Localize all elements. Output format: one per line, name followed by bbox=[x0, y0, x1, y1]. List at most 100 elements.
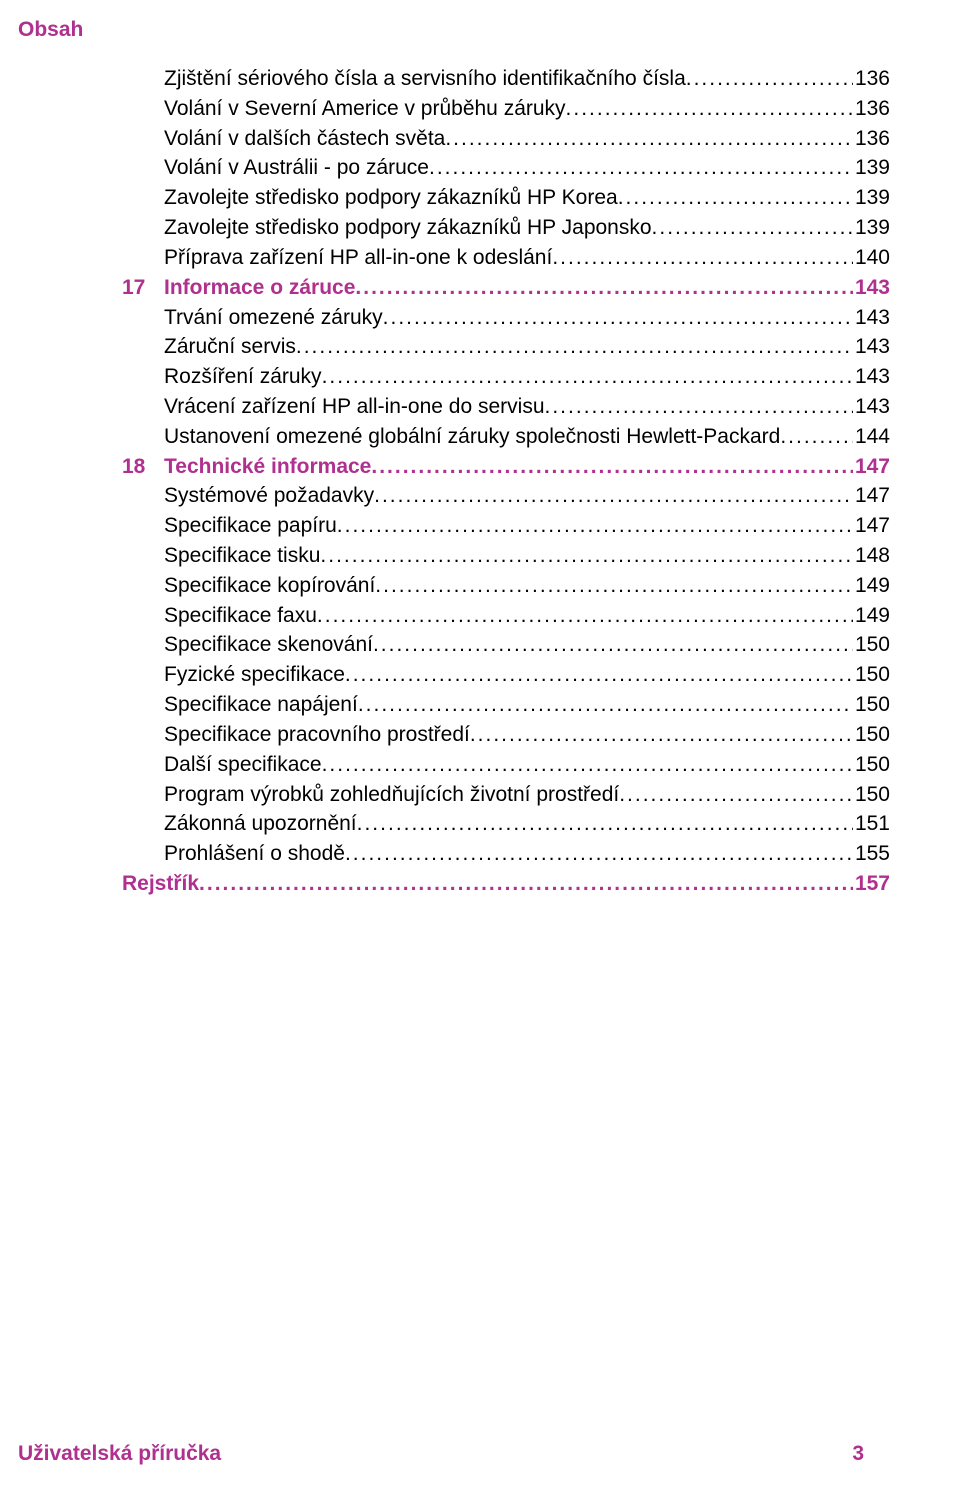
toc-label: Specifikace skenování bbox=[164, 630, 373, 660]
toc-label: Zavolejte středisko podpory zákazníků HP… bbox=[164, 183, 618, 213]
toc-entry[interactable]: Zjištění sériového čísla a servisního id… bbox=[122, 64, 890, 94]
leader-dots bbox=[374, 481, 853, 511]
toc-entry[interactable]: Volání v dalších částech světa 136 bbox=[122, 124, 890, 154]
toc-label: Fyzické specifikace bbox=[164, 660, 345, 690]
table-of-contents: Zjištění sériového čísla a servisního id… bbox=[122, 64, 890, 899]
toc-entry[interactable]: Program výrobků zohledňujících životní p… bbox=[122, 780, 890, 810]
leader-dots bbox=[470, 720, 853, 750]
toc-label: Systémové požadavky bbox=[164, 481, 374, 511]
toc-page: 140 bbox=[853, 243, 890, 273]
leader-dots bbox=[322, 362, 853, 392]
toc-chapter-18[interactable]: 18 Technické informace 147 bbox=[122, 452, 890, 482]
toc-page: 150 bbox=[853, 630, 890, 660]
toc-label: Další specifikace bbox=[164, 750, 322, 780]
chapter-number: 17 bbox=[122, 273, 164, 303]
footer-page-number: 3 bbox=[852, 1442, 864, 1466]
footer-title: Uživatelská příručka bbox=[18, 1442, 221, 1466]
toc-label: Ustanovení omezené globální záruky spole… bbox=[164, 422, 780, 452]
toc-label: Volání v dalších částech světa bbox=[164, 124, 445, 154]
toc-entry[interactable]: Zákonná upozornění 151 bbox=[122, 809, 890, 839]
leader-dots bbox=[619, 780, 853, 810]
leader-dots bbox=[317, 601, 853, 631]
toc-page: 148 bbox=[853, 541, 890, 571]
page-footer: Uživatelská příručka 3 bbox=[18, 1442, 864, 1466]
toc-entry[interactable]: Specifikace faxu 149 bbox=[122, 601, 890, 631]
toc-chapter-17[interactable]: 17 Informace o záruce 143 bbox=[122, 273, 890, 303]
toc-label: Specifikace faxu bbox=[164, 601, 317, 631]
toc-label: Specifikace kopírování bbox=[164, 571, 375, 601]
toc-entry[interactable]: Specifikace pracovního prostředí 150 bbox=[122, 720, 890, 750]
toc-label: Zákonná upozornění bbox=[164, 809, 357, 839]
leader-dots bbox=[552, 243, 853, 273]
leader-dots bbox=[371, 452, 853, 482]
toc-label: Specifikace pracovního prostředí bbox=[164, 720, 470, 750]
toc-page: 150 bbox=[853, 660, 890, 690]
toc-entry[interactable]: Zavolejte středisko podpory zákazníků HP… bbox=[122, 213, 890, 243]
toc-page: 136 bbox=[853, 94, 890, 124]
leader-dots bbox=[345, 660, 853, 690]
toc-page: 136 bbox=[853, 64, 890, 94]
toc-label: Rejstřík bbox=[122, 869, 199, 899]
toc-entry[interactable]: Rozšíření záruky 143 bbox=[122, 362, 890, 392]
toc-page: 150 bbox=[853, 690, 890, 720]
toc-entry[interactable]: Ustanovení omezené globální záruky spole… bbox=[122, 422, 890, 452]
leader-dots bbox=[296, 332, 853, 362]
toc-page: 144 bbox=[853, 422, 890, 452]
toc-page: 143 bbox=[853, 332, 890, 362]
toc-page: 150 bbox=[853, 750, 890, 780]
leader-dots bbox=[337, 511, 853, 541]
toc-entry[interactable]: Systémové požadavky 147 bbox=[122, 481, 890, 511]
section-header-obsah: Obsah bbox=[18, 18, 930, 42]
toc-page: 151 bbox=[853, 809, 890, 839]
leader-dots bbox=[345, 839, 853, 869]
toc-entry[interactable]: Příprava zařízení HP all-in-one k odeslá… bbox=[122, 243, 890, 273]
leader-dots bbox=[566, 94, 853, 124]
leader-dots bbox=[383, 303, 853, 333]
toc-label: Specifikace tisku bbox=[164, 541, 320, 571]
toc-entry[interactable]: Vrácení zařízení HP all-in-one do servis… bbox=[122, 392, 890, 422]
toc-entry[interactable]: Specifikace papíru 147 bbox=[122, 511, 890, 541]
leader-dots bbox=[545, 392, 853, 422]
leader-dots bbox=[357, 809, 853, 839]
toc-page: 139 bbox=[853, 183, 890, 213]
toc-label: Zjištění sériového čísla a servisního id… bbox=[164, 64, 686, 94]
toc-entry[interactable]: Fyzické specifikace 150 bbox=[122, 660, 890, 690]
toc-label: Prohlášení o shodě bbox=[164, 839, 345, 869]
toc-index[interactable]: Rejstřík 157 bbox=[80, 869, 890, 899]
toc-label: Specifikace napájení bbox=[164, 690, 358, 720]
toc-page: 143 bbox=[853, 303, 890, 333]
toc-label: Záruční servis bbox=[164, 332, 296, 362]
chapter-number: 18 bbox=[122, 452, 164, 482]
toc-label: Vrácení zařízení HP all-in-one do servis… bbox=[164, 392, 545, 422]
toc-entry[interactable]: Volání v Austrálii - po záruce 139 bbox=[122, 153, 890, 183]
toc-label: Volání v Severní Americe v průběhu záruk… bbox=[164, 94, 566, 124]
toc-page: 147 bbox=[853, 481, 890, 511]
leader-dots bbox=[618, 183, 853, 213]
leader-dots bbox=[686, 64, 853, 94]
toc-page: 143 bbox=[853, 392, 890, 422]
toc-page: 150 bbox=[853, 780, 890, 810]
toc-page: 143 bbox=[853, 273, 890, 303]
toc-entry[interactable]: Záruční servis 143 bbox=[122, 332, 890, 362]
leader-dots bbox=[780, 422, 853, 452]
leader-dots bbox=[320, 541, 853, 571]
toc-page: 147 bbox=[853, 511, 890, 541]
toc-label: Volání v Austrálii - po záruce bbox=[164, 153, 429, 183]
toc-entry[interactable]: Volání v Severní Americe v průběhu záruk… bbox=[122, 94, 890, 124]
toc-entry[interactable]: Specifikace kopírování 149 bbox=[122, 571, 890, 601]
leader-dots bbox=[652, 213, 853, 243]
toc-page: 147 bbox=[853, 452, 890, 482]
leader-dots bbox=[375, 571, 853, 601]
toc-label: Rozšíření záruky bbox=[164, 362, 322, 392]
toc-label: Zavolejte středisko podpory zákazníků HP… bbox=[164, 213, 652, 243]
toc-entry[interactable]: Další specifikace 150 bbox=[122, 750, 890, 780]
toc-entry[interactable]: Specifikace napájení 150 bbox=[122, 690, 890, 720]
toc-label: Příprava zařízení HP all-in-one k odeslá… bbox=[164, 243, 552, 273]
toc-entry[interactable]: Zavolejte středisko podpory zákazníků HP… bbox=[122, 183, 890, 213]
toc-entry[interactable]: Trvání omezené záruky 143 bbox=[122, 303, 890, 333]
leader-dots bbox=[322, 750, 853, 780]
toc-entry[interactable]: Specifikace skenování 150 bbox=[122, 630, 890, 660]
toc-page: 155 bbox=[853, 839, 890, 869]
toc-entry[interactable]: Prohlášení o shodě 155 bbox=[122, 839, 890, 869]
toc-entry[interactable]: Specifikace tisku 148 bbox=[122, 541, 890, 571]
